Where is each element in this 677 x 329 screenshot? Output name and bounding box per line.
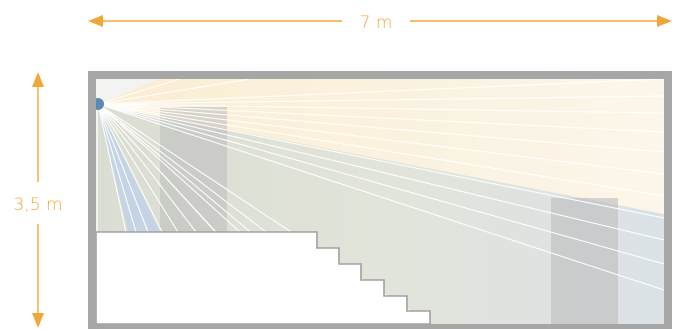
arrow-left-icon [88,15,103,27]
room [96,79,664,324]
width-label: 7 m [360,13,393,33]
arrow-right-icon [657,15,672,27]
detection-rays [97,79,664,324]
staircase [96,231,431,324]
room-walls [88,71,672,329]
width-dimension: 7 m [88,13,672,33]
obstacle-right [551,198,618,324]
arrow-down-icon [32,313,44,328]
height-dimension: 3,5 m [14,72,63,328]
detection-zone-upper [98,79,664,214]
arrow-up-icon [32,72,44,87]
height-label: 3,5 m [14,195,63,215]
